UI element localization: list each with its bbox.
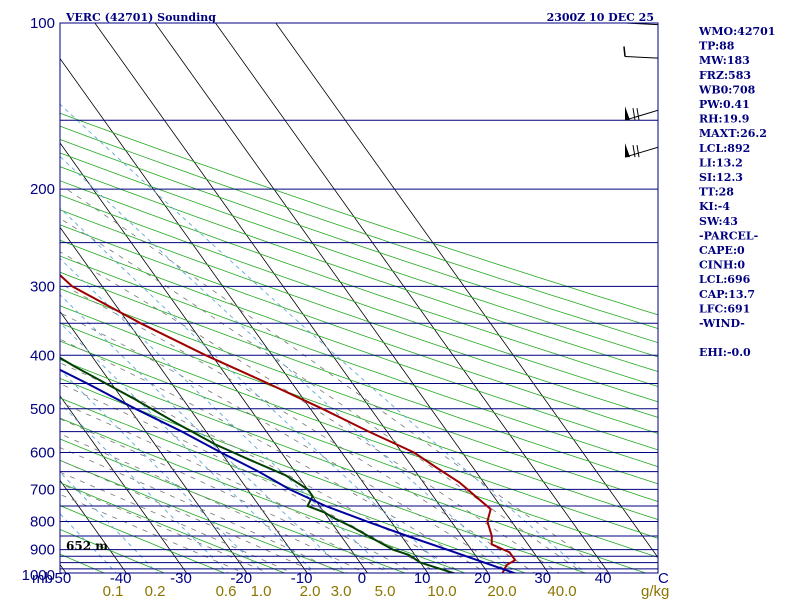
mixing-ratio-tick-label: 0.6 xyxy=(216,583,237,600)
index-line: FRZ:583 xyxy=(699,69,751,82)
index-line: EHI:-0.0 xyxy=(699,346,751,359)
mixing-ratio-lines xyxy=(60,103,587,573)
index-line: CAP:13.7 xyxy=(699,288,755,301)
temperature-tick-label: -50 xyxy=(50,570,72,587)
isotherm-line xyxy=(275,23,658,559)
isotherm-line xyxy=(60,479,127,573)
mixing-ratio-tick-label: 40.0 xyxy=(547,583,576,600)
mixing-ratio-tick-label: 0.2 xyxy=(145,583,166,600)
pressure-tick-label: 200 xyxy=(30,181,55,198)
mixing-ratio-tick-label: 0.1 xyxy=(103,583,124,600)
pressure-unit-label: mb xyxy=(32,570,53,587)
index-line: MAXT:26.2 xyxy=(699,127,767,140)
index-line: PW:0.41 xyxy=(699,98,750,111)
chart-title: VERC (42701) Sounding xyxy=(65,11,216,24)
pressure-tick-label: 500 xyxy=(30,401,55,418)
chart-datetime: 2300Z 10 DEC 25 xyxy=(547,11,654,24)
mixing-ratio-line xyxy=(60,103,587,573)
mixing-ratio-line xyxy=(60,155,517,573)
isotherm-line xyxy=(60,57,429,573)
mixing-ratio-line xyxy=(60,207,452,573)
mixing-ratio-line xyxy=(60,402,229,573)
isotherm-line xyxy=(215,23,610,573)
isotherm-line xyxy=(60,226,308,573)
isotherm-line xyxy=(60,310,248,573)
mixing-ratio-tick-label: 3.0 xyxy=(331,583,352,600)
wind-barb xyxy=(624,106,658,121)
mixing-ratio-tick-label: 10.0 xyxy=(427,583,456,600)
pressure-tick-label: 900 xyxy=(30,542,55,559)
index-line: SW:43 xyxy=(699,215,738,228)
index-line: RH:19.9 xyxy=(699,113,749,126)
pressure-tick-label: 800 xyxy=(30,513,55,530)
index-line: KI:-4 xyxy=(699,200,730,213)
index-line: LI:13.2 xyxy=(699,156,743,169)
pressure-tick-label: 700 xyxy=(30,481,55,498)
pressure-tick-label: 100 xyxy=(30,15,55,32)
pressure-tick-label: 600 xyxy=(30,444,55,461)
index-line: LCL:696 xyxy=(699,273,751,286)
temperature-tick-label: 20 xyxy=(474,570,491,587)
index-line: -PARCEL- xyxy=(699,229,758,242)
mixing-ratio-unit-label: g/kg xyxy=(641,583,669,600)
isotherms xyxy=(60,23,658,573)
temperature-tick-label: C xyxy=(658,570,669,587)
index-line: MW:183 xyxy=(699,54,750,67)
wind-barb xyxy=(623,46,658,59)
temperature-tick-label: -20 xyxy=(230,570,252,587)
index-line: SI:12.3 xyxy=(699,171,743,184)
pressure-tick-label: 300 xyxy=(30,278,55,295)
temperature-tick-label: -40 xyxy=(110,570,132,587)
sounding-profiles xyxy=(60,273,518,573)
isotherm-line xyxy=(60,142,368,573)
plot-frame xyxy=(59,22,659,574)
mixing-ratio-tick-label: 2.0 xyxy=(300,583,321,600)
moist-adiabat-line xyxy=(60,433,366,573)
wind-barb xyxy=(624,143,658,158)
isotherm-line xyxy=(154,23,549,573)
mixing-ratio-tick-label: 5.0 xyxy=(375,583,396,600)
index-line: LCL:892 xyxy=(699,142,750,155)
mixing-ratio-tick-label: 20.0 xyxy=(487,583,516,600)
index-line: TP:88 xyxy=(699,40,735,53)
ground-height-label: 652 m xyxy=(66,539,108,553)
isotherm-line xyxy=(60,395,188,573)
index-line: WB0:708 xyxy=(698,83,756,96)
temperature-tick-label: 10 xyxy=(414,570,431,587)
temperature-tick-label: 0 xyxy=(358,570,366,587)
mixing-ratio-line xyxy=(60,369,265,573)
temperature-tick-label: 40 xyxy=(595,570,612,587)
dewpoint-profile xyxy=(60,356,457,573)
index-line: CINH:0 xyxy=(699,259,745,272)
index-line: -WIND- xyxy=(699,317,745,330)
index-line: CAPE:0 xyxy=(699,244,745,257)
isobars xyxy=(60,23,658,570)
temperature-tick-label: 30 xyxy=(534,570,551,587)
index-line: LFC:691 xyxy=(699,302,750,315)
index-line: TT:28 xyxy=(699,186,734,199)
moist-adiabat-line xyxy=(60,362,463,573)
parcel-profile xyxy=(60,368,518,573)
mixing-ratio-tick-label: 1.0 xyxy=(251,583,272,600)
isotherm-line xyxy=(94,23,489,573)
pressure-tick-label: 400 xyxy=(30,347,55,364)
moist-adiabat-line xyxy=(60,383,439,573)
index-line: WMO:42701 xyxy=(698,25,775,38)
temperature-profile xyxy=(60,273,517,573)
mixing-ratio-line xyxy=(60,513,118,573)
temperature-tick-label: -10 xyxy=(291,570,313,587)
mixing-ratio-line xyxy=(60,257,390,573)
temperature-tick-label: -30 xyxy=(170,570,192,587)
pressure-tick-label: 1000 xyxy=(22,567,55,584)
